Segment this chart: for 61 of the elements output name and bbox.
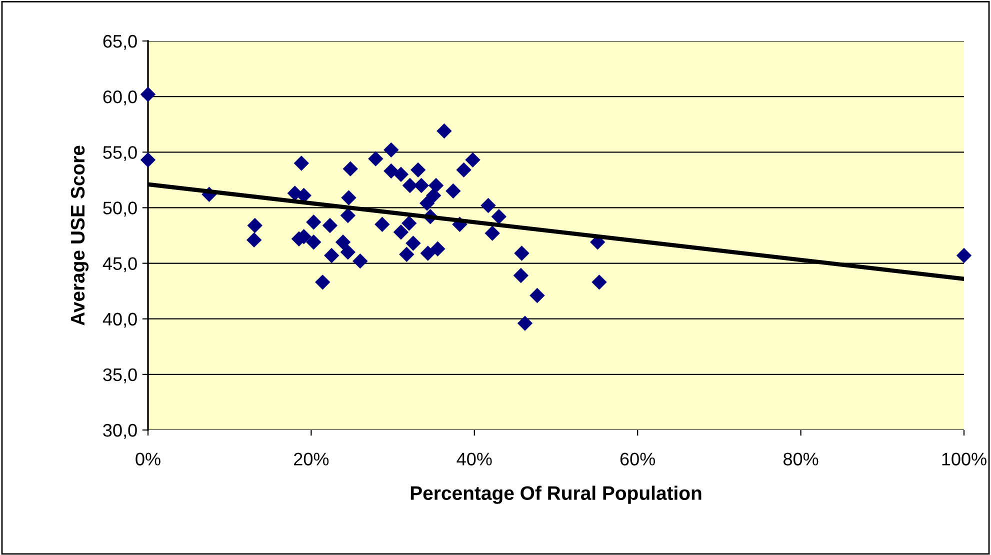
point — [420, 246, 436, 261]
point — [247, 218, 263, 234]
point — [430, 241, 446, 256]
point — [414, 178, 429, 194]
y-tick-label: 35,0 — [103, 368, 137, 384]
point — [306, 234, 322, 250]
point — [374, 216, 390, 232]
y-tick-label: 55,0 — [103, 146, 137, 161]
point — [294, 156, 310, 171]
point — [393, 166, 409, 182]
point — [140, 86, 156, 102]
point — [402, 216, 417, 231]
x-axis-title: Percentage Of Rural Population — [410, 486, 702, 504]
point — [402, 178, 418, 194]
point — [340, 208, 356, 224]
x-tick-label: 80% — [784, 452, 818, 466]
y-tick-label: 45,0 — [102, 257, 137, 272]
point — [306, 214, 322, 230]
point — [246, 232, 262, 248]
point — [428, 178, 444, 194]
point — [384, 142, 399, 158]
point — [465, 152, 480, 168]
point — [368, 151, 384, 166]
point — [436, 123, 452, 139]
point — [315, 274, 330, 290]
point — [480, 198, 496, 214]
point — [410, 162, 426, 178]
y-tick-label: 50,0 — [103, 202, 137, 217]
x-tick-label: 40% — [456, 452, 492, 466]
point — [491, 209, 506, 224]
point — [456, 162, 472, 178]
point — [341, 190, 356, 206]
point — [335, 234, 351, 250]
point — [393, 224, 409, 240]
y-tick-label: 60,0 — [103, 90, 137, 106]
x-tick-label: 20% — [294, 452, 329, 466]
point — [352, 253, 368, 269]
x-tick-label: 100% — [942, 452, 986, 466]
point — [592, 274, 607, 290]
y-axis-title: Average USE Score — [70, 146, 89, 326]
y-tick-label: 30,0 — [103, 424, 137, 439]
point — [340, 244, 356, 260]
point — [419, 196, 435, 211]
point — [956, 248, 972, 264]
y-tick-label: 40,0 — [102, 312, 137, 328]
point — [513, 268, 529, 284]
point — [322, 218, 338, 234]
point — [446, 183, 461, 199]
point — [517, 316, 533, 331]
x-tick-label: 0% — [136, 452, 160, 466]
point — [342, 161, 358, 176]
point — [484, 226, 500, 241]
x-tick-label: 60% — [620, 452, 656, 466]
point — [140, 152, 156, 168]
point — [426, 188, 442, 204]
point — [530, 288, 545, 304]
point — [514, 246, 530, 261]
point — [406, 236, 421, 251]
point — [399, 246, 414, 262]
point — [324, 248, 340, 264]
y-tick-label: 65,0 — [103, 34, 137, 50]
